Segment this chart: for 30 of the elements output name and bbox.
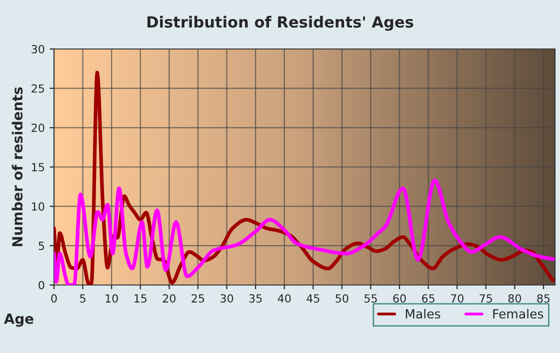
x-tick-label: 25 xyxy=(192,294,204,303)
x-tick-label: 20 xyxy=(162,294,176,303)
x-tick-label: 60 xyxy=(393,294,406,303)
x-tick-label: 70 xyxy=(450,294,464,303)
y-tick-label: 15 xyxy=(32,163,44,172)
x-tick-label: 10 xyxy=(106,294,118,303)
x-tick-label: 75 xyxy=(480,294,492,303)
x-tick-label: 55 xyxy=(364,294,377,303)
x-tick-label: 5 xyxy=(80,294,86,303)
y-tick-label: 20 xyxy=(32,124,44,132)
x-axis-title: Age xyxy=(4,314,34,327)
x-tick-label: 50 xyxy=(336,294,348,303)
x-tick-label: 65 xyxy=(422,294,434,303)
x-tick-label: 35 xyxy=(249,294,262,303)
x-tick-label: 85 xyxy=(537,294,550,303)
y-tick-label: 25 xyxy=(32,84,44,93)
y-tick-label: 30 xyxy=(32,44,44,54)
x-tick-label: 45 xyxy=(306,294,320,303)
x-tick-label: 80 xyxy=(508,294,522,303)
chart-title: Distribution of Residents' Ages xyxy=(147,16,414,31)
y-axis-title: Number of residents xyxy=(12,87,23,246)
x-tick-label: 30 xyxy=(220,294,234,303)
x-tick-label: 15 xyxy=(134,294,146,303)
legend-label: Males xyxy=(406,308,440,319)
y-tick-label: 5 xyxy=(38,242,44,250)
x-tick-label: 0 xyxy=(51,294,57,303)
y-tick-label: 10 xyxy=(32,202,44,211)
legend-label: Females xyxy=(493,308,544,319)
y-tick-label: 0 xyxy=(38,280,44,290)
x-tick-label: 40 xyxy=(278,294,291,303)
